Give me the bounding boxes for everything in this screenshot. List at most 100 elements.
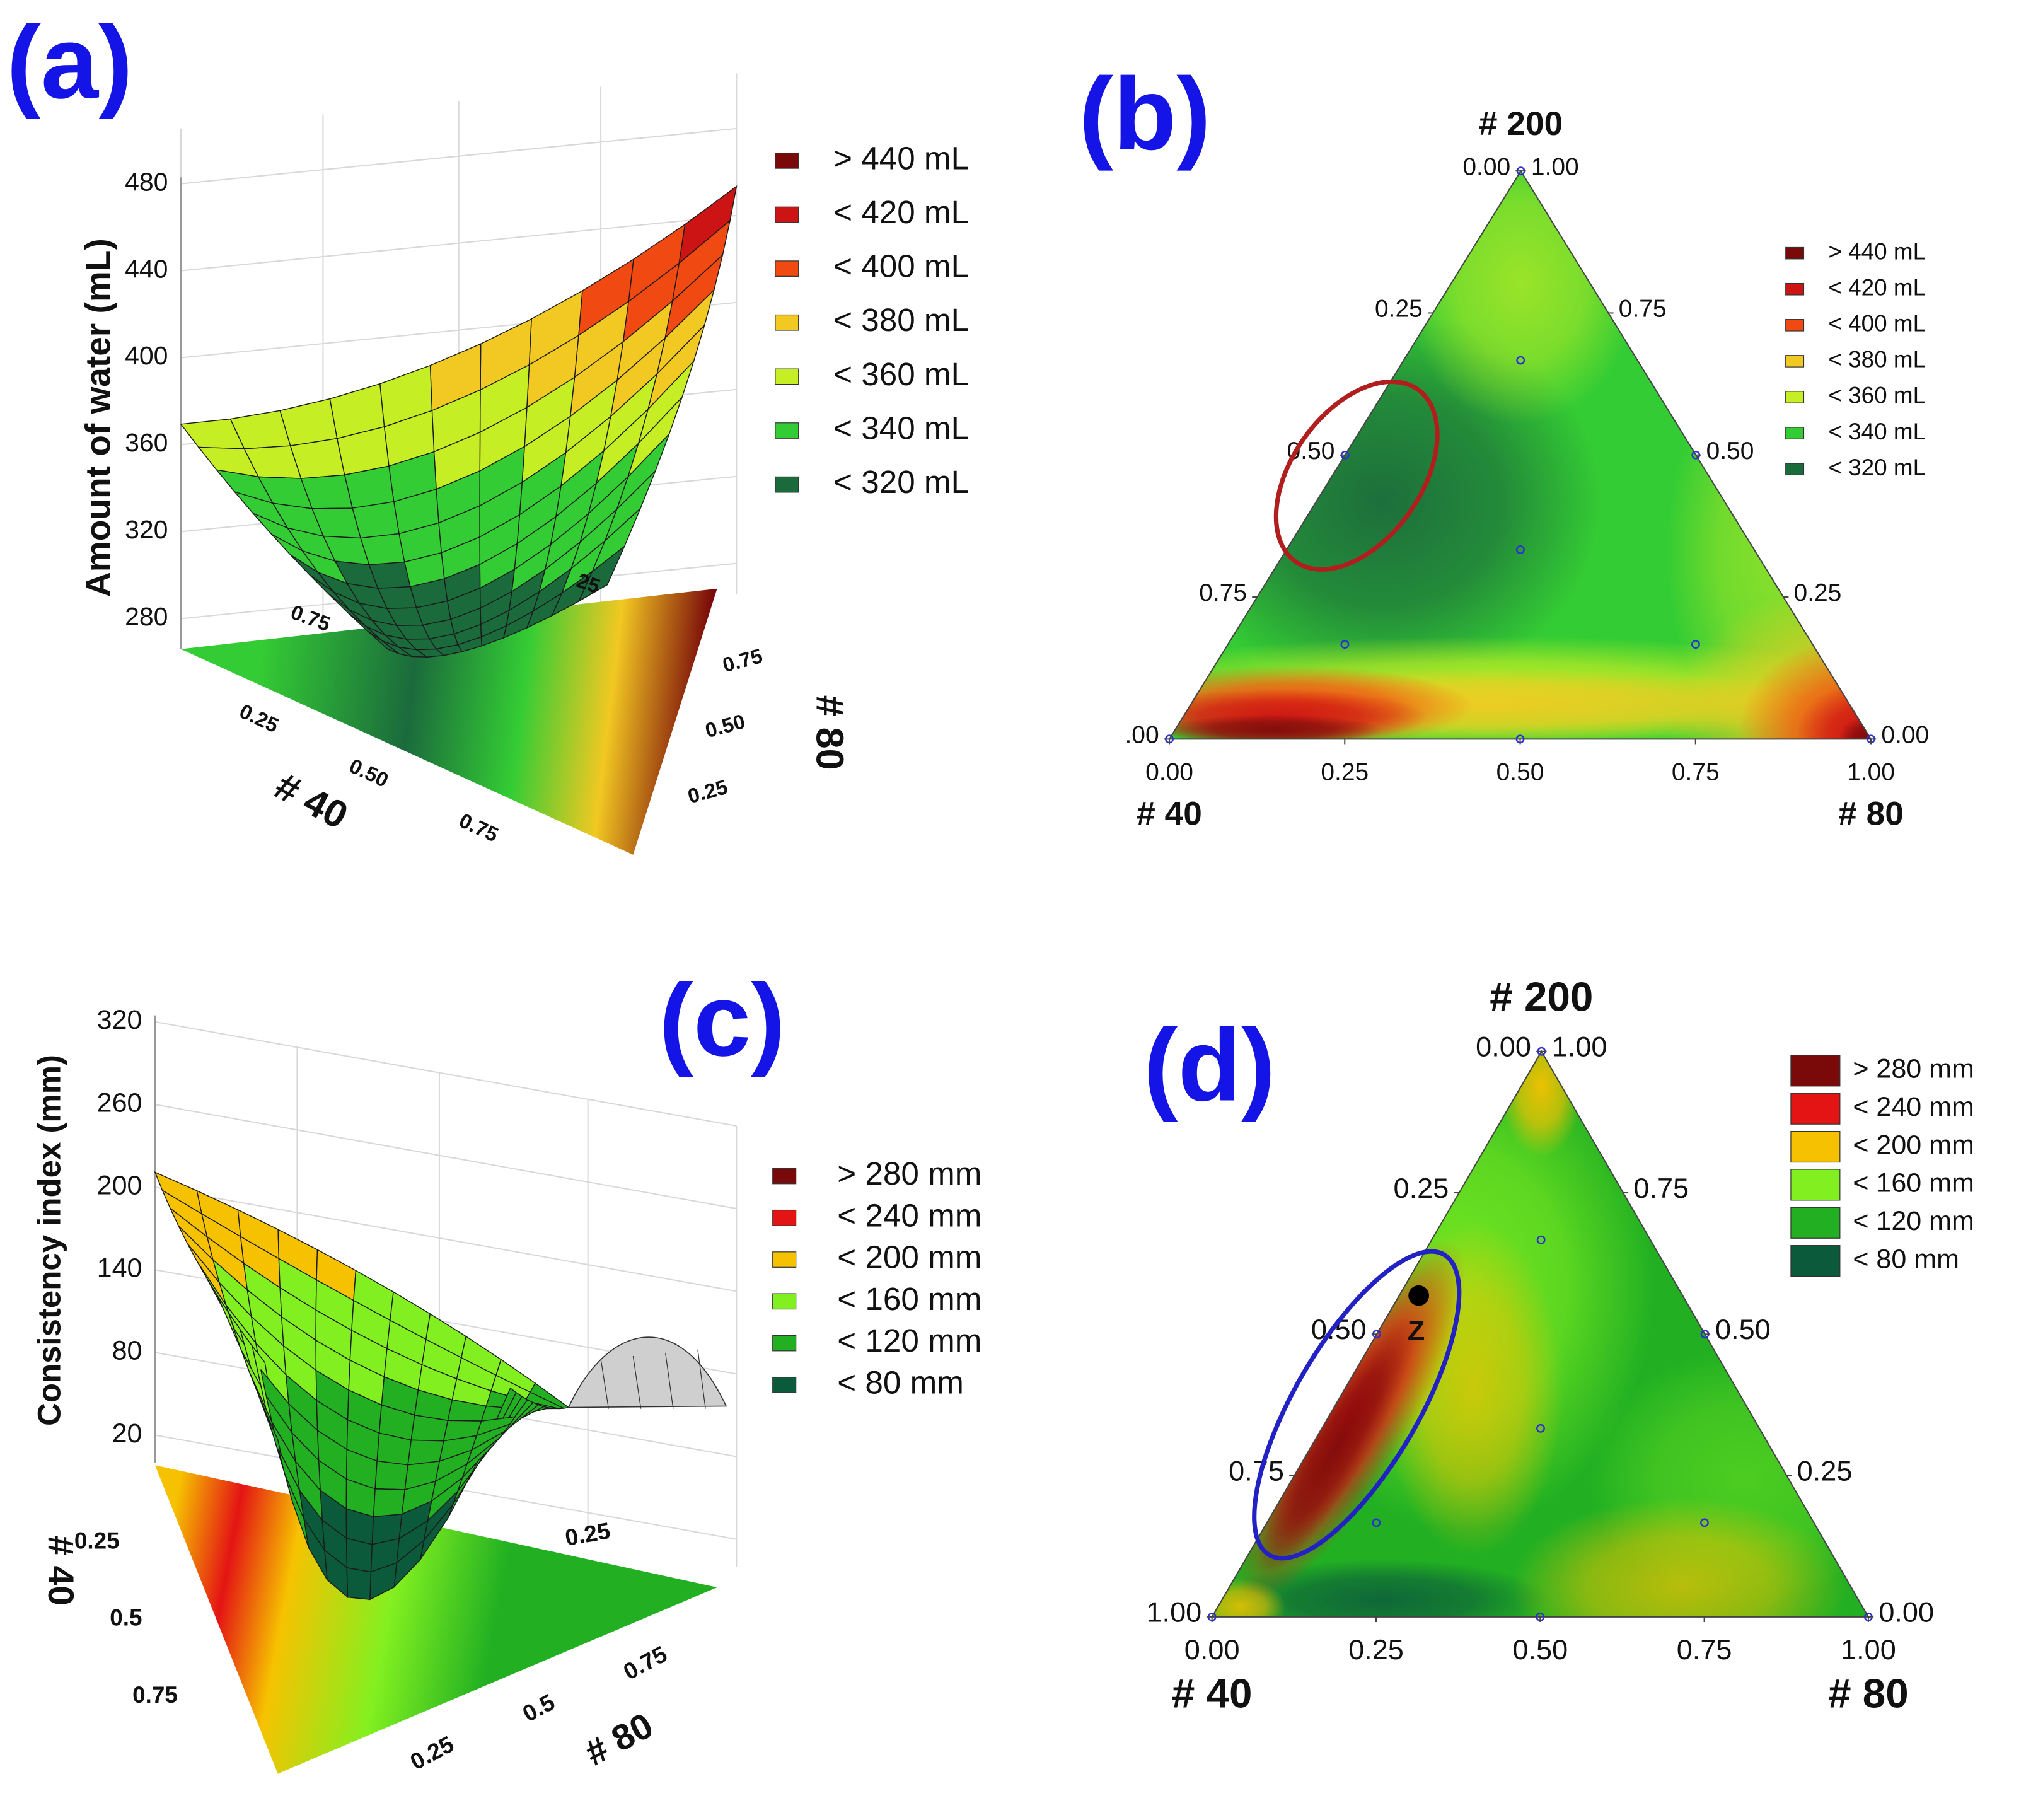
design-point (1516, 356, 1525, 365)
right-tick-label: 0.50 (1706, 438, 1754, 465)
legend-swatch (1785, 427, 1805, 439)
surface-cell (346, 1567, 372, 1601)
z-axis-label: Consistency index (mm) (31, 1055, 67, 1426)
contour-region (1258, 1317, 1416, 1575)
grid-line (180, 127, 737, 185)
design-point (1536, 1235, 1546, 1244)
corner-label: # 40 (1137, 796, 1202, 833)
legend-label: < 80 mm (1853, 1244, 1959, 1275)
legend-swatch (1785, 319, 1805, 332)
legend-label: < 200 mm (1853, 1130, 1974, 1160)
bottom-tick-label: 0.00 (1184, 1633, 1240, 1666)
legend-label: < 240 mm (837, 1197, 981, 1233)
legend-swatch (1785, 355, 1805, 368)
z-tick-label: 280 (125, 602, 168, 631)
hump-mesh (697, 1349, 706, 1409)
right-tick-label: 0.75 (1633, 1172, 1689, 1204)
y-tick-label: 0.25 (406, 1731, 458, 1775)
floor-contour (154, 1465, 717, 1774)
legend-swatch (1790, 1169, 1841, 1201)
contour-region (1500, 1051, 1583, 1157)
legend-swatch (1790, 1207, 1841, 1239)
corner-label: # 40 (1172, 1671, 1253, 1717)
x-axis-label: # 40 (40, 1536, 81, 1606)
legend-label: < 380 mL (1828, 347, 1926, 373)
grid-line (154, 1186, 737, 1292)
left-tick-label: 1.00 (1146, 1596, 1201, 1628)
legend-swatch (772, 1377, 797, 1393)
hump-mesh (665, 1352, 674, 1409)
design-point (1691, 640, 1700, 649)
legend-label: > 280 mm (1853, 1054, 1974, 1084)
design-point (1536, 1423, 1545, 1433)
y-tick-label: 0.75 (720, 644, 765, 676)
legend-swatch (1790, 1130, 1841, 1163)
z-tick-label: 320 (125, 515, 168, 544)
surface-cell (373, 1488, 405, 1517)
optimum-point (1408, 1285, 1430, 1306)
z-axis-label: Amount of water (mL) (78, 238, 117, 597)
design-point (1372, 1518, 1381, 1527)
right-tick-label: 0.00 (1881, 722, 1929, 749)
right-tick-label: 1.00 (1531, 153, 1579, 180)
x-tick-label: 0.50 (346, 754, 392, 792)
contour-region (1404, 171, 1638, 424)
surface-cell (374, 1460, 408, 1490)
bottom-tick-label: 0.25 (1348, 1633, 1404, 1666)
bottom-tick-label: 1.00 (1841, 1633, 1896, 1666)
hump-mesh (600, 1359, 610, 1409)
grid-line (180, 214, 737, 272)
x-tick-label: 0.75 (132, 1682, 178, 1708)
highlight-ellipse (1273, 379, 1440, 572)
corner-label: # 80 (1828, 1671, 1909, 1717)
surface-cell (345, 1538, 373, 1573)
legend-swatch (775, 422, 799, 439)
legend-label: < 400 mL (1828, 311, 1926, 337)
contour-region (1169, 714, 1383, 739)
bottom-tick-label: 0.50 (1496, 759, 1544, 786)
legend-label: > 440 mL (1828, 238, 1926, 264)
legend-label: < 340 mL (1828, 419, 1926, 444)
z-tick-label: 360 (125, 428, 168, 457)
panel-label: (a) (6, 5, 132, 120)
legend-label: < 420 mL (833, 194, 969, 230)
right-tick-label: 0.75 (1619, 296, 1667, 323)
design-point (1699, 1518, 1709, 1527)
legend-swatch (1785, 463, 1805, 475)
legend-label: < 380 mL (833, 302, 969, 338)
legend-label: < 320 mL (1828, 455, 1926, 480)
left-tick-label: 0.00 (1462, 153, 1510, 180)
design-point (1340, 640, 1350, 649)
legend-label: < 360 mL (1828, 383, 1926, 409)
grid-line (154, 1103, 737, 1210)
y-tick-label: 0.25 (685, 775, 730, 808)
legend-label: < 240 mm (1853, 1092, 1974, 1122)
right-tick-label: 0.00 (1878, 1596, 1934, 1628)
y-axis-label: # 80 (579, 1705, 660, 1774)
surface-hump (567, 1336, 727, 1408)
y-tick-label: 0.75 (619, 1641, 671, 1685)
legend-swatch (775, 314, 799, 331)
legend-swatch (1785, 391, 1805, 403)
left-tick-label: 0.25 (1375, 296, 1423, 323)
corner-label: # 80 (1838, 796, 1904, 833)
bottom-tick-label: 0.50 (1512, 1633, 1568, 1666)
bottom-tick-label: 0.00 (1145, 759, 1193, 786)
contour-region (1214, 1559, 1551, 1617)
hump-mesh (632, 1355, 642, 1409)
x-tick-label: 0.25 (236, 699, 282, 737)
legend-swatch (775, 260, 799, 277)
x-tick-label: 0.25 (74, 1527, 120, 1553)
z-tick-label: 20 (112, 1418, 142, 1449)
legend-swatch (772, 1209, 797, 1226)
y-tick-label: 0.5 (518, 1689, 559, 1727)
left-tick-label: 0.00 (1476, 1031, 1531, 1063)
legend-label: < 340 mL (833, 410, 969, 446)
panel-label: (b) (1079, 56, 1211, 171)
legend-swatch (775, 368, 799, 385)
optimum-label: Z (1408, 1314, 1425, 1347)
bottom-tick-label: 0.75 (1677, 1633, 1732, 1666)
design-point (1515, 545, 1525, 554)
surface-cell (415, 648, 445, 658)
